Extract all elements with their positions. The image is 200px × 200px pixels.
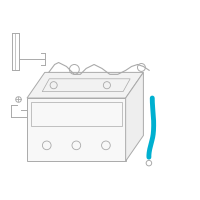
Polygon shape [126,72,143,161]
Polygon shape [27,98,126,161]
Polygon shape [27,72,143,98]
Bar [31,102,122,126]
